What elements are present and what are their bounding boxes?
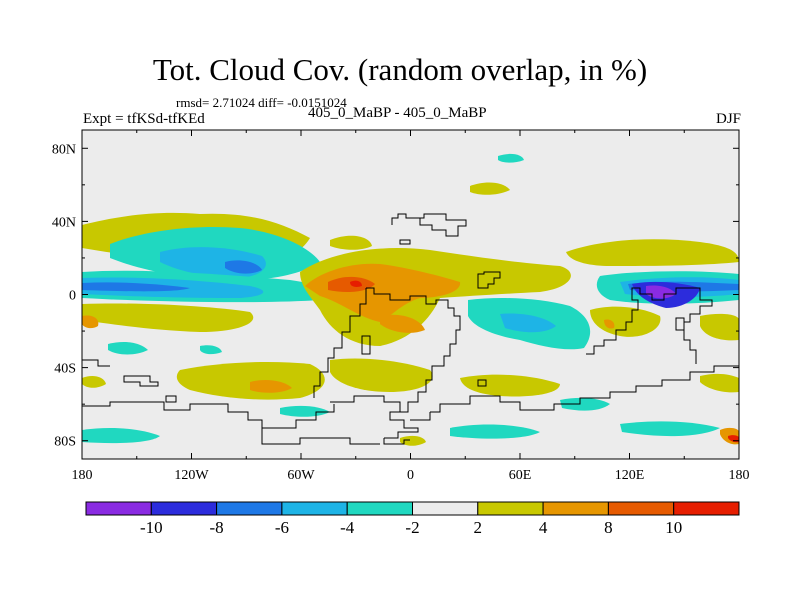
axes: 180 120W 60W 0 60E 120E 180 80N 40N 0 40S 80S: [52, 130, 750, 483]
anomaly-region: [82, 282, 190, 292]
anomaly-region: [82, 303, 254, 332]
colorbar-swatch: [542, 501, 609, 516]
coastline: [410, 412, 431, 421]
anomaly-region: [700, 313, 739, 341]
coastline: [123, 375, 159, 387]
colorbar-label: 2: [474, 518, 483, 537]
y-tick-label: 40S: [54, 362, 76, 377]
anomaly-region: [646, 285, 676, 299]
colorbar-swatch: [150, 501, 218, 516]
coastline: [383, 438, 410, 445]
anomaly-region: [330, 235, 372, 250]
colorbar-swatch: [216, 501, 283, 516]
anomaly-region: [176, 362, 325, 400]
colorbar-swatch: [412, 501, 479, 516]
anomaly-region: [250, 380, 292, 393]
anomaly-region: [566, 239, 739, 266]
colorbar-swatch: [346, 501, 414, 516]
map-title: Tot. Cloud Cov. (random overlap, in %): [152, 52, 648, 87]
colorbar-label: -2: [405, 518, 419, 537]
colorbar-swatch: [673, 501, 740, 516]
coastline: [586, 287, 713, 364]
anomaly-region: [330, 358, 433, 392]
colorbar-label: -6: [275, 518, 289, 537]
coastline: [261, 428, 380, 445]
coastline: [361, 335, 371, 355]
coastline: [477, 379, 487, 387]
colorbar-label: 4: [539, 518, 548, 537]
anomaly-region: [700, 373, 739, 393]
anomaly-region: [560, 397, 610, 411]
anomaly-region: [590, 306, 661, 337]
x-tick-label: 60E: [509, 468, 532, 483]
colorbar-swatch: [607, 501, 675, 516]
coastline: [82, 359, 110, 367]
experiment-label: Expt = tfKSd-tfKEd: [83, 111, 205, 127]
anomaly-region: [82, 376, 106, 388]
anomaly-region: [350, 280, 362, 287]
anomaly-region: [400, 435, 426, 446]
anomaly-region: [380, 314, 425, 333]
anomaly-region: [500, 313, 556, 333]
coastline: [366, 287, 461, 413]
anomaly-region: [620, 421, 720, 437]
anomaly-region: [604, 319, 615, 329]
coastline: [82, 401, 335, 429]
y-tick-label: 80S: [54, 435, 76, 450]
coastline: [165, 395, 177, 403]
x-tick-label: 0: [407, 468, 414, 483]
contour-field: [82, 153, 739, 446]
x-tick-label: 180: [729, 468, 750, 483]
coastline: [330, 395, 419, 439]
y-tick-label: 40N: [52, 215, 76, 230]
stats-text: rmsd= 2.71024 diff= -0.0151024: [176, 95, 347, 110]
colorbar: -10 -8 -6 -4 -2 2 4 8 10: [85, 501, 740, 537]
season-label: DJF: [715, 111, 741, 127]
coastline: [391, 213, 467, 237]
anomaly-region: [450, 424, 540, 439]
anomaly-region: [200, 345, 222, 355]
y-tick-label: 0: [69, 289, 76, 304]
anomaly-region: [470, 182, 510, 195]
anomaly-region: [108, 342, 148, 355]
y-tick-label: 80N: [52, 142, 76, 157]
coastlines: [82, 213, 739, 445]
coastline: [399, 239, 411, 245]
x-tick-label: 60W: [287, 468, 315, 483]
x-tick-label: 180: [72, 468, 93, 483]
x-tick-label: 120W: [174, 468, 209, 483]
colorbar-label: -4: [340, 518, 355, 537]
coastline: [313, 288, 367, 398]
colorbar-label: -8: [210, 518, 224, 537]
coastline: [675, 317, 685, 331]
anomaly-region: [225, 260, 262, 274]
anomaly-region: [82, 315, 99, 329]
coastline: [430, 365, 739, 413]
colorbar-label: -10: [140, 518, 163, 537]
anomaly-region: [280, 405, 330, 417]
colorbar-swatch: [281, 501, 348, 516]
colorbar-label: 8: [604, 518, 613, 537]
colorbar-label: 10: [665, 518, 682, 537]
anomaly-region: [82, 428, 160, 444]
anomaly-region: [498, 153, 524, 163]
coastline: [477, 271, 501, 289]
x-tick-label: 120E: [615, 468, 645, 483]
colorbar-swatch: [85, 501, 152, 516]
case-label: 405_0_MaBP - 405_0_MaBP: [308, 105, 487, 121]
colorbar-swatch: [477, 501, 544, 516]
